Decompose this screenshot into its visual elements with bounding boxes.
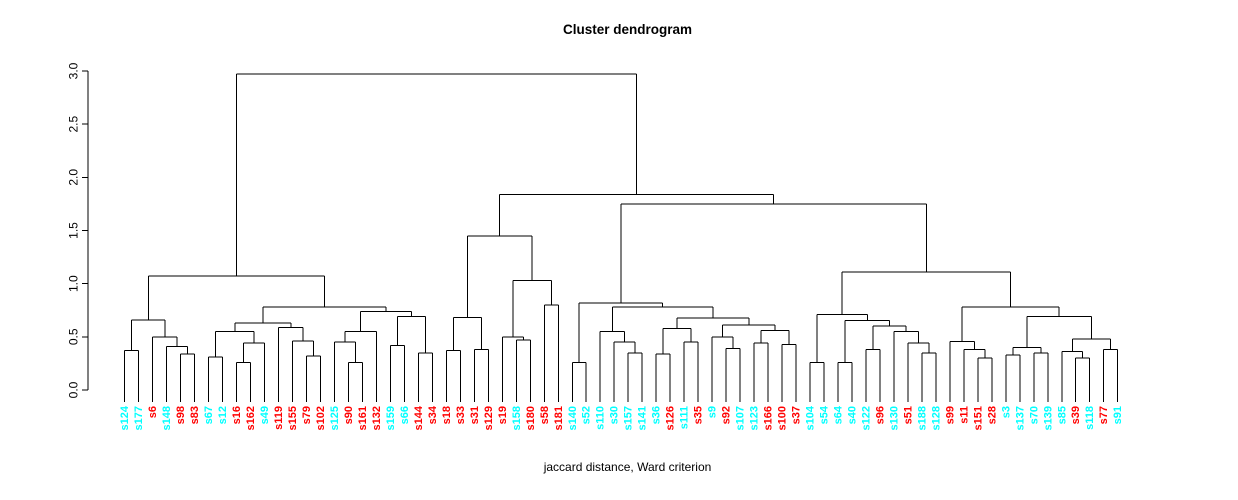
leaf-label: s28 bbox=[986, 406, 998, 424]
chart-title: Cluster dendrogram bbox=[562, 22, 693, 37]
leaf-label: s139 bbox=[1042, 406, 1054, 430]
leaf-label: s96 bbox=[874, 406, 886, 424]
leaf-label: s148 bbox=[161, 406, 173, 430]
leaf-label: s35 bbox=[693, 406, 705, 424]
leaf-label: s180 bbox=[525, 406, 537, 430]
leaf-label: s52 bbox=[581, 406, 593, 424]
leaf-label: s158 bbox=[511, 406, 523, 430]
leaf-label: s51 bbox=[902, 406, 914, 424]
leaf-label: s177 bbox=[133, 406, 145, 430]
leaf-label: s85 bbox=[1056, 406, 1068, 424]
leaf-label: s98 bbox=[175, 406, 187, 424]
leaf-label: s122 bbox=[860, 406, 872, 430]
leaf-label: s6 bbox=[147, 406, 159, 418]
leaf-label: s99 bbox=[944, 406, 956, 424]
y-tick-label: 0.5 bbox=[67, 328, 81, 345]
leaf-label: s39 bbox=[1070, 406, 1082, 424]
leaf-label: s137 bbox=[1014, 406, 1026, 430]
leaf-label: s155 bbox=[287, 406, 299, 430]
leaf-label: s19 bbox=[497, 406, 509, 424]
leaf-label: s11 bbox=[958, 406, 970, 424]
y-tick-label: 2.0 bbox=[67, 169, 81, 186]
leaf-label: s30 bbox=[609, 406, 621, 424]
leaf-label: s110 bbox=[595, 406, 607, 430]
y-tick-label: 0.0 bbox=[67, 381, 81, 398]
leaf-label: s37 bbox=[791, 406, 803, 424]
leaf-label: s83 bbox=[189, 406, 201, 424]
leaf-label: s92 bbox=[721, 406, 733, 424]
leaf-label: s126 bbox=[665, 406, 677, 430]
leaf-label: s9 bbox=[707, 406, 719, 418]
leaf-label: s33 bbox=[455, 406, 467, 424]
leaf-labels: s124 s177 s6 s148 s98 s83 s67 s12 s16 s162 s49 s119… bbox=[119, 405, 1124, 430]
leaf-label: s104 bbox=[805, 405, 817, 430]
leaf-label: s34 bbox=[427, 405, 439, 424]
leaf-label: s100 bbox=[777, 406, 789, 430]
y-tick-label: 1.0 bbox=[67, 275, 81, 292]
leaf-label: s77 bbox=[1098, 406, 1110, 424]
leaf-label: s144 bbox=[413, 405, 425, 430]
leaf-label: s119 bbox=[273, 406, 285, 430]
leaf-label: s141 bbox=[637, 406, 649, 430]
leaf-label: s161 bbox=[357, 406, 369, 430]
leaf-label: s54 bbox=[819, 405, 831, 424]
leaf-label: s132 bbox=[371, 406, 383, 430]
leaf-label: s102 bbox=[315, 406, 327, 430]
leaf-label: s125 bbox=[329, 406, 341, 430]
leaf-label: s40 bbox=[846, 406, 858, 424]
leaf-label: s90 bbox=[343, 406, 355, 424]
leaf-label: s181 bbox=[553, 406, 565, 430]
leaf-label: s3 bbox=[1000, 406, 1012, 418]
leaf-label: s188 bbox=[916, 406, 928, 430]
leaf-label: s111 bbox=[679, 406, 691, 429]
leaf-label: s129 bbox=[483, 406, 495, 430]
leaf-label: s16 bbox=[231, 406, 243, 424]
leaf-label: s49 bbox=[259, 406, 271, 424]
y-tick-label: 2.5 bbox=[67, 116, 81, 133]
leaf-label: s18 bbox=[441, 406, 453, 424]
x-axis-caption: jaccard distance, Ward criterion bbox=[543, 460, 712, 474]
leaf-label: s166 bbox=[763, 406, 775, 430]
y-tick-label: 3.0 bbox=[67, 62, 81, 79]
leaf-label: s159 bbox=[385, 406, 397, 430]
dendrogram-tree bbox=[124, 73, 1119, 402]
leaf-label: s130 bbox=[888, 406, 900, 430]
leaf-label: s151 bbox=[972, 406, 984, 430]
y-axis: 0.0 0.5 1.0 1.5 2.0 2.5 3.0 bbox=[67, 62, 89, 398]
leaf-label: s157 bbox=[623, 406, 635, 430]
leaf-label: s36 bbox=[651, 406, 663, 424]
leaf-label: s162 bbox=[245, 406, 257, 430]
leaf-label: s124 bbox=[119, 405, 131, 430]
leaf-label: s140 bbox=[567, 406, 579, 430]
leaf-label: s12 bbox=[217, 406, 229, 424]
leaf-label: s118 bbox=[1084, 406, 1096, 430]
leaf-label: s123 bbox=[749, 406, 761, 430]
leaf-label: s79 bbox=[301, 406, 313, 424]
leaf-label: s128 bbox=[930, 406, 942, 430]
leaf-label: s64 bbox=[832, 405, 844, 424]
leaf-label: s31 bbox=[469, 406, 481, 424]
leaf-label: s58 bbox=[539, 406, 551, 424]
leaf-label: s91 bbox=[1112, 406, 1124, 424]
y-tick-label: 1.5 bbox=[67, 222, 81, 239]
leaf-label: s107 bbox=[735, 406, 747, 430]
leaf-label: s70 bbox=[1028, 406, 1040, 424]
leaf-label: s66 bbox=[399, 406, 411, 424]
leaf-label: s67 bbox=[203, 406, 215, 424]
